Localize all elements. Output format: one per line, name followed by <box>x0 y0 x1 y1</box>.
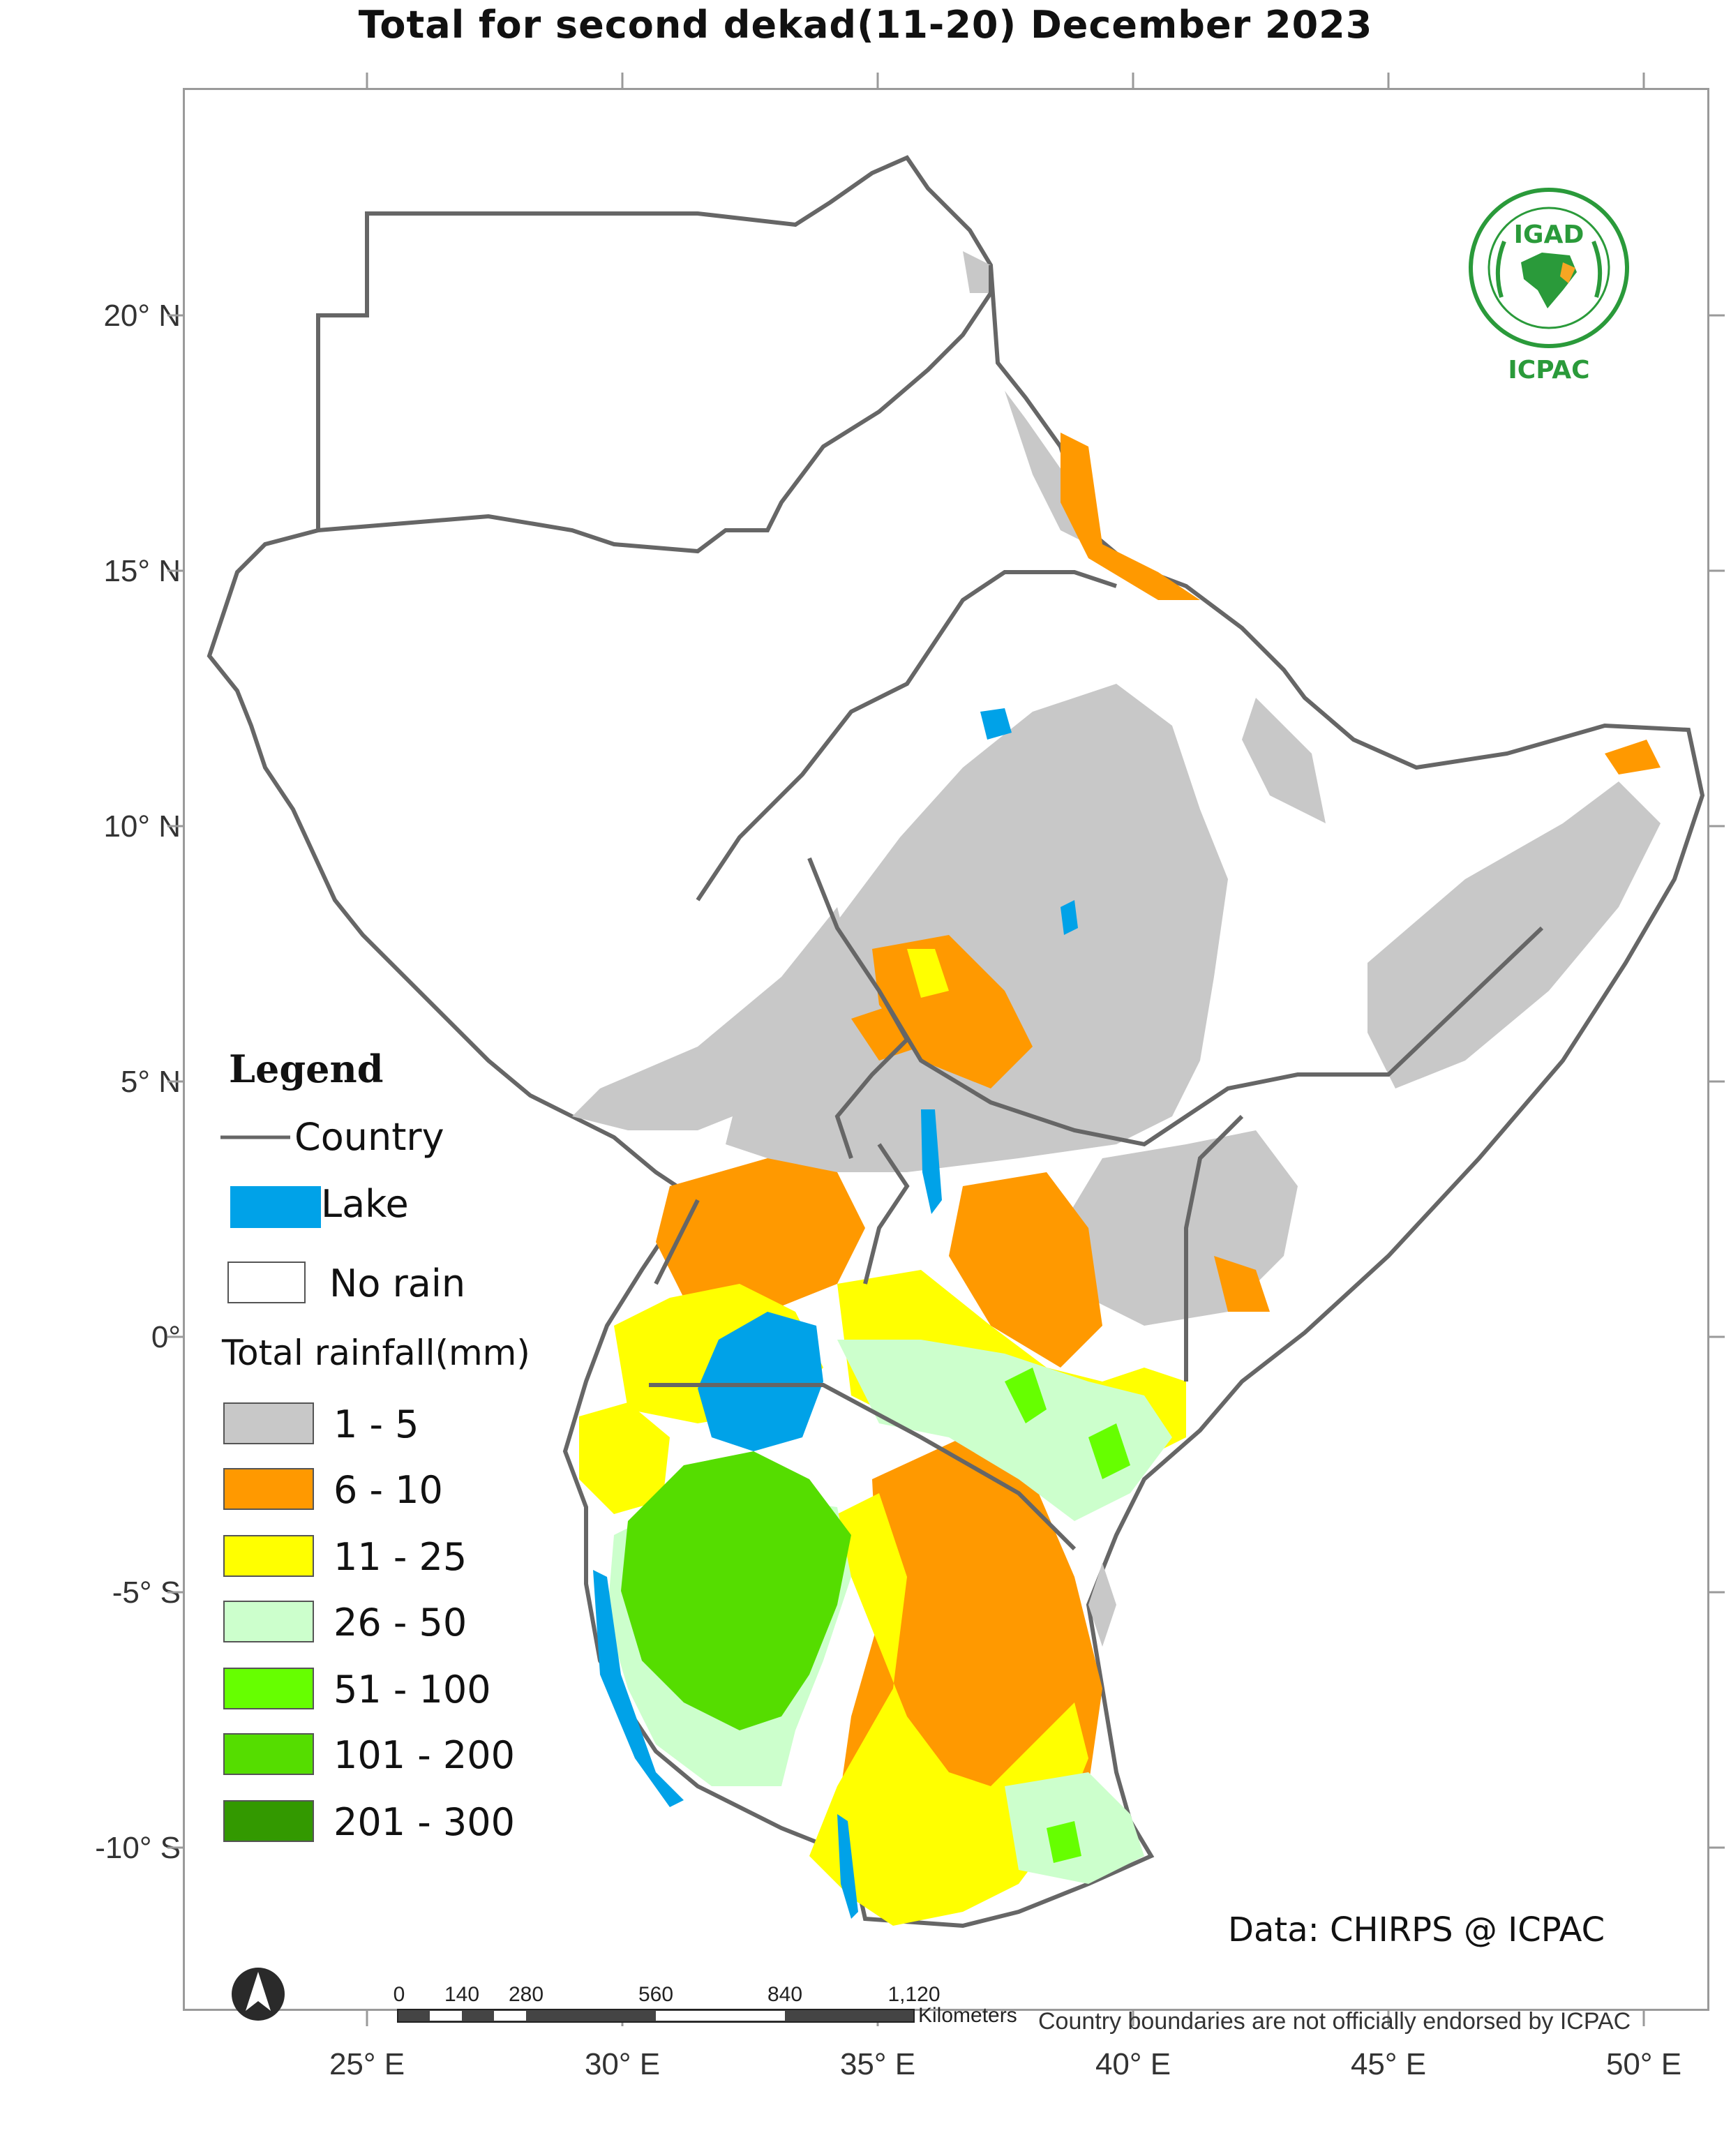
lake-turkana <box>921 1109 942 1214</box>
legend-no-rain-swatch <box>227 1262 306 1303</box>
lon-label-45e: 45° E <box>1350 2047 1427 2081</box>
country-borders <box>317 265 1544 1551</box>
map-title: Total for second dekad(11-20) December 2… <box>358 3 1373 47</box>
legend-swatch-201-300 <box>223 1800 314 1842</box>
legend-label-51-100: 51 - 100 <box>334 1668 491 1712</box>
legend-label-1-5: 1 - 5 <box>334 1402 419 1446</box>
lat-label-10s: -10° S <box>95 1831 181 1865</box>
data-credit: Data: CHIRPS @ ICPAC <box>1228 1910 1605 1949</box>
legend-swatch-1-5 <box>223 1402 314 1444</box>
legend-swatch-51-100 <box>223 1668 314 1709</box>
lon-label-35e: 35° E <box>839 2047 916 2081</box>
rainfall-class-51-200 <box>621 1368 1130 1863</box>
legend-lake-label: Lake <box>321 1182 409 1226</box>
lake-malawi <box>837 1814 858 1919</box>
legend-swatch-11-25 <box>223 1535 314 1577</box>
igad-logo-icon <box>1469 188 1629 348</box>
logo-bottom-text: ICPAC <box>1508 356 1590 384</box>
scale-tick-0: 0 <box>393 1983 405 2006</box>
legend-title: Legend <box>229 1047 384 1091</box>
north-arrow-icon <box>232 1968 285 2021</box>
legend-rainfall-title: Total rainfall(mm) <box>222 1333 530 1373</box>
icpac-logo: IGAD ICPAC <box>1465 186 1633 395</box>
legend-country-label: Country <box>294 1115 444 1159</box>
legend-label-101-200: 101 - 200 <box>334 1733 515 1777</box>
scale-tick-1120: 1,120 <box>887 1983 941 2006</box>
scale-tick-840: 840 <box>767 1983 803 2006</box>
legend-no-rain-label: No rain <box>329 1262 466 1305</box>
lon-label-40e: 40° E <box>1095 2047 1171 2081</box>
legend-label-6-10: 6 - 10 <box>334 1468 443 1512</box>
scale-bar <box>397 2009 915 2023</box>
scale-unit: Kilometers <box>918 2004 1017 2027</box>
disclaimer-text: Country boundaries are not officially en… <box>1038 2008 1631 2035</box>
lake-tanganyika <box>593 1570 684 1807</box>
legend-label-26-50: 26 - 50 <box>334 1601 467 1645</box>
map-frame <box>183 88 1709 2011</box>
lon-label-25e: 25° E <box>329 2047 405 2081</box>
legend-swatch-101-200 <box>223 1733 314 1775</box>
lakes <box>593 708 1078 1919</box>
scale-tick-280: 280 <box>508 1983 544 2006</box>
scale-tick-560: 560 <box>638 1983 674 2006</box>
legend-label-11-25: 11 - 25 <box>334 1535 467 1579</box>
lake-victoria <box>698 1312 823 1451</box>
scale-tick-140: 140 <box>444 1983 480 2006</box>
legend-swatch-26-50 <box>223 1601 314 1642</box>
lon-label-30e: 30° E <box>584 2047 661 2081</box>
lon-label-50e: 50° E <box>1605 2047 1682 2081</box>
country-line-icon <box>220 1135 290 1139</box>
legend-label-201-300: 201 - 300 <box>334 1800 515 1844</box>
legend-swatch-6-10 <box>223 1468 314 1510</box>
logo-top-text: IGAD <box>1513 220 1584 249</box>
lake-tana <box>980 708 1012 740</box>
rainfall-class-1-5 <box>572 251 1661 1647</box>
legend-lake-swatch <box>230 1186 321 1228</box>
